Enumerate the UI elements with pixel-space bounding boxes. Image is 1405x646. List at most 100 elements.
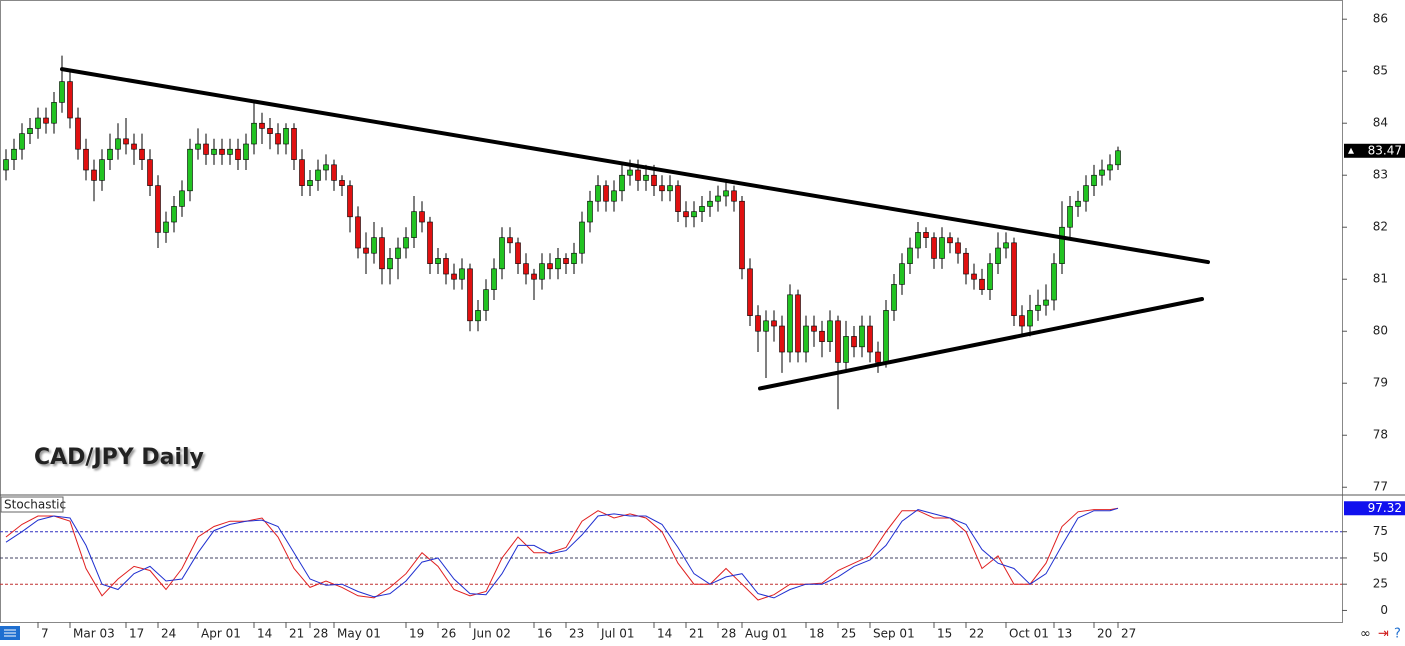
- candle-body: [499, 237, 505, 270]
- x-tick-label: Oct 01: [1009, 627, 1049, 641]
- candle-body: [931, 237, 937, 259]
- stochastic-line: [5, 507, 1119, 601]
- candle-body: [187, 148, 193, 192]
- candle-body: [979, 278, 985, 290]
- candle-body: [291, 128, 297, 160]
- x-tick-label: 16: [537, 627, 552, 641]
- candle-body: [507, 237, 513, 244]
- candle-body: [323, 164, 329, 171]
- candle-body: [1051, 263, 1057, 301]
- candle-body: [235, 148, 241, 160]
- x-tick-label: 23: [569, 627, 584, 641]
- candle-body: [1099, 169, 1105, 176]
- candle-body: [3, 159, 9, 171]
- candle-body: [195, 143, 201, 150]
- candle-body: [667, 185, 673, 192]
- candle-body: [1019, 315, 1025, 327]
- candle-body: [131, 143, 137, 150]
- candle-body: [899, 263, 905, 285]
- candle-body: [139, 148, 145, 160]
- candle-body: [1075, 200, 1081, 207]
- x-tick-label: Apr 01: [201, 627, 241, 641]
- trendline: [60, 67, 1210, 265]
- candle-body: [483, 289, 489, 311]
- candle-body: [1011, 242, 1017, 316]
- candle-body: [523, 263, 529, 275]
- x-tick-label: 13: [1057, 627, 1072, 641]
- candle-body: [843, 336, 849, 363]
- candle-body: [547, 263, 553, 270]
- candle-body: [107, 148, 113, 160]
- arrow-icon[interactable]: ⇥: [1378, 627, 1389, 642]
- candle-body: [955, 242, 961, 254]
- candle-body: [411, 211, 417, 238]
- candle-body: [99, 159, 105, 181]
- candle-body: [35, 117, 41, 129]
- candle-body: [419, 211, 425, 223]
- y-tick-label: 25: [1373, 577, 1388, 591]
- candle-body: [491, 268, 497, 290]
- x-tick-label: 19: [409, 627, 424, 641]
- candle-body: [987, 263, 993, 290]
- candle-body: [675, 185, 681, 212]
- y-tick-label: 83: [1373, 168, 1388, 182]
- candle-body: [147, 159, 153, 186]
- candle-body: [227, 148, 233, 155]
- candle-body: [59, 81, 65, 103]
- candle-body: [915, 232, 921, 249]
- candle-body: [1107, 164, 1113, 171]
- candle-body: [811, 325, 817, 332]
- candle-body: [891, 284, 897, 311]
- candle-body: [739, 200, 745, 270]
- trendline: [758, 296, 1204, 391]
- x-tick-label: 20: [1097, 627, 1112, 641]
- candle-body: [555, 258, 561, 270]
- candle-body: [1027, 310, 1033, 327]
- menu-icon-lines: [4, 629, 16, 637]
- x-tick-label: 7: [41, 627, 49, 641]
- x-tick-label: 17: [129, 627, 144, 641]
- y-tick-label: 86: [1373, 12, 1388, 26]
- chart-title: CAD/JPY Daily: [34, 445, 204, 470]
- candle-body: [475, 310, 481, 322]
- candle-body: [699, 206, 705, 212]
- last-stochastic-box: [1344, 501, 1405, 516]
- candle-body: [123, 138, 129, 145]
- candle-body: [635, 169, 641, 181]
- x-tick-label: 28: [721, 627, 736, 641]
- help-icon[interactable]: ?: [1394, 627, 1401, 642]
- x-tick-label: 21: [289, 627, 304, 641]
- x-tick-label: 28: [313, 627, 328, 641]
- candle-body: [531, 273, 537, 280]
- candle-body: [267, 128, 273, 134]
- candle-body: [299, 159, 305, 186]
- candle-body: [731, 190, 737, 202]
- x-tick-label: Mar 03: [73, 627, 115, 641]
- candle-body: [1003, 242, 1009, 249]
- candle-body: [387, 258, 393, 270]
- candle-body: [619, 174, 625, 192]
- y-tick-label: 82: [1373, 220, 1388, 234]
- candle-body: [859, 325, 865, 348]
- candle-body: [67, 81, 73, 119]
- y-tick-label: 80: [1373, 324, 1388, 338]
- candle-body: [443, 258, 449, 275]
- candle-body: [755, 315, 761, 332]
- candle-body: [795, 294, 801, 353]
- last-stochastic: 97.32: [1368, 501, 1402, 515]
- candle-body: [923, 232, 929, 238]
- candle-body: [707, 200, 713, 207]
- x-tick-label: May 01: [337, 627, 381, 641]
- panel-label: Stochastic: [4, 498, 66, 512]
- candle-body: [347, 185, 353, 218]
- candle-body: [763, 320, 769, 332]
- candle-body: [363, 247, 369, 254]
- candle-body: [1115, 150, 1121, 166]
- candle-body: [283, 128, 289, 145]
- candle-body: [603, 185, 609, 202]
- candle-body: [867, 325, 873, 353]
- candle-body: [1083, 185, 1089, 202]
- link-icon[interactable]: ∞: [1360, 627, 1371, 642]
- x-tick-label: 24: [161, 627, 176, 641]
